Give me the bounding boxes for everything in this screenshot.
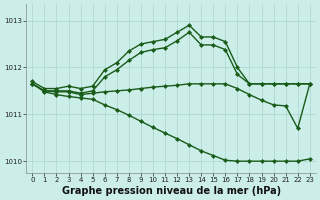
- X-axis label: Graphe pression niveau de la mer (hPa): Graphe pression niveau de la mer (hPa): [61, 186, 281, 196]
